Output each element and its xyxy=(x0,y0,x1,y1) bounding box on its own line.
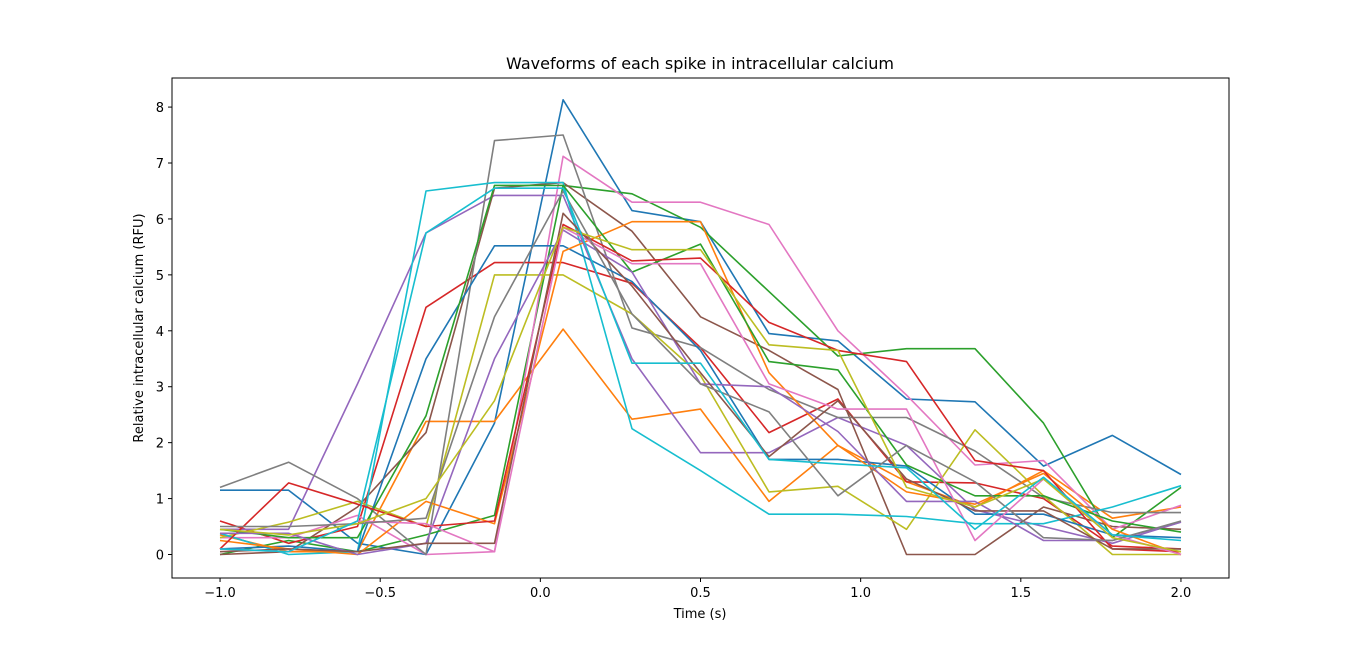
y-tick-label: 8 xyxy=(156,101,164,116)
x-tick-label: 2.0 xyxy=(1171,586,1192,601)
series-line-19 xyxy=(219,226,1182,553)
series-line-5 xyxy=(220,194,1182,545)
y-tick-label: 0 xyxy=(156,549,164,564)
series-line-20 xyxy=(219,187,1182,553)
series-line-12 xyxy=(219,220,1182,556)
series-line-11 xyxy=(219,245,1182,553)
x-tick-label: 0.5 xyxy=(690,586,711,601)
x-tick-label: 1.0 xyxy=(850,586,871,601)
y-tick-label: 6 xyxy=(156,213,164,228)
y-tick-label: 4 xyxy=(156,325,164,340)
x-axis-label: Time (s) xyxy=(673,607,727,622)
series-line-18 xyxy=(220,190,1182,542)
x-axis-ticks: −1.0 −0.5 0.0 0.5 1.0 1.5 2.0 xyxy=(204,578,1191,601)
series-line-6 xyxy=(219,181,1182,556)
y-axis-label: Relative intracellular calcium (RFU) xyxy=(132,213,147,442)
series-line-8 xyxy=(219,134,1181,556)
y-tick-label: 1 xyxy=(156,493,164,508)
y-tick-label: 2 xyxy=(156,437,164,452)
series-layer xyxy=(219,99,1182,556)
y-tick-label: 7 xyxy=(156,157,164,172)
x-tick-label: 1.5 xyxy=(1010,586,1031,601)
series-line-13 xyxy=(219,184,1182,539)
series-line-10 xyxy=(219,181,1182,556)
x-tick-label: 0.0 xyxy=(530,586,551,601)
y-tick-label: 5 xyxy=(156,269,164,284)
x-tick-label: −1.0 xyxy=(204,586,236,601)
y-axis-ticks: 0 1 2 3 4 5 6 7 8 xyxy=(156,101,172,564)
series-line-3 xyxy=(219,184,1182,556)
y-tick-label: 3 xyxy=(156,381,164,396)
series-line-9 xyxy=(219,274,1181,556)
x-tick-label: −0.5 xyxy=(364,586,396,601)
series-line-16 xyxy=(219,212,1181,553)
chart-title: Waveforms of each spike in intracellular… xyxy=(506,54,894,73)
series-line-7 xyxy=(220,155,1182,556)
series-line-14 xyxy=(219,223,1182,553)
